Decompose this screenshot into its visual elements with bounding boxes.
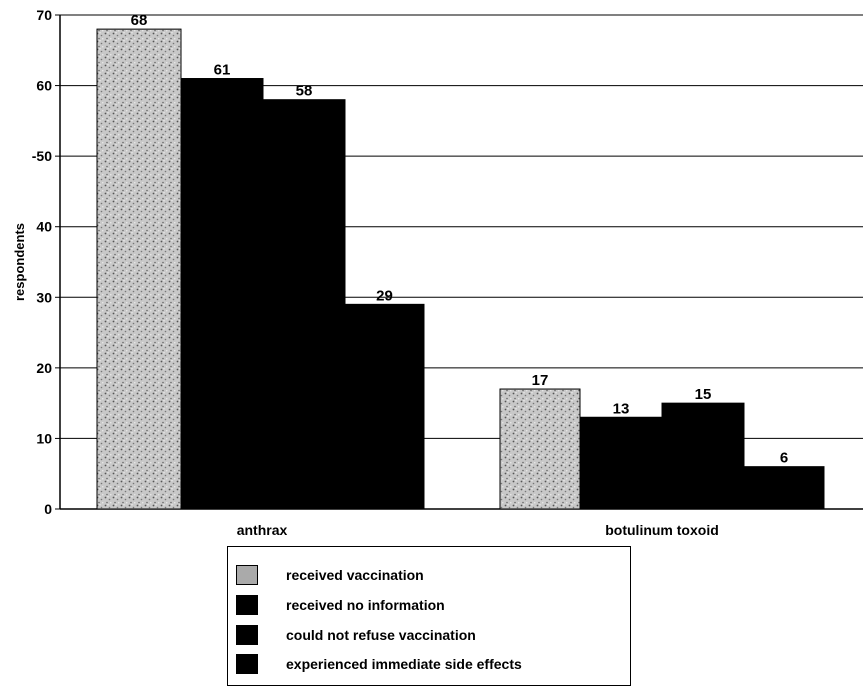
data-label-anthrax-received-no-information: 61	[214, 62, 231, 79]
bar-anthrax-received-vaccination	[96, 28, 182, 510]
legend-swatch-received-no-information	[236, 595, 258, 615]
x-tick-label-botulinum-toxoid: botulinum toxoid	[605, 522, 719, 538]
data-label-botulinum-toxoid-could-not-refuse-vaccination: 15	[695, 386, 712, 403]
data-label-anthrax-could-not-refuse-vaccination: 58	[296, 83, 313, 100]
y-tick-label-10: 10	[36, 430, 52, 446]
bar-botulinum-toxoid-received-vaccination	[499, 388, 581, 510]
y-tick-label-30: 30	[36, 289, 52, 305]
y-tick-label-0: 0	[44, 501, 52, 517]
legend-item-received-vaccination: received vaccination	[236, 563, 424, 587]
bar-anthrax-received-no-information	[180, 78, 264, 510]
y-tick-label-70: 70	[36, 7, 52, 23]
legend-label-could-not-refuse-vaccination: could not refuse vaccination	[286, 627, 476, 643]
data-label-botulinum-toxoid-experienced-immediate-side-effects: 6	[780, 450, 788, 467]
bar-botulinum-toxoid-could-not-refuse-vaccination	[661, 402, 745, 510]
data-label-botulinum-toxoid-received-no-information: 13	[613, 400, 630, 417]
bar-anthrax-experienced-immediate-side-effects	[344, 303, 425, 510]
bar-botulinum-toxoid-experienced-immediate-side-effects	[743, 466, 825, 510]
legend-swatch-received-vaccination	[236, 565, 258, 585]
legend-label-experienced-immediate-side-effects: experienced immediate side effects	[286, 656, 522, 672]
data-label-anthrax-experienced-immediate-side-effects: 29	[376, 287, 393, 304]
bar-botulinum-toxoid-received-no-information	[579, 416, 663, 510]
data-label-anthrax-received-vaccination: 68	[131, 12, 148, 29]
legend-swatch-could-not-refuse-vaccination	[236, 625, 258, 645]
y-axis-title: respondents	[12, 223, 27, 301]
data-label-botulinum-toxoid-received-vaccination: 17	[532, 372, 549, 389]
bar-chart: 0 10 20 30 40 -50 60 70 68 61 58 29 anthrax 17 13 15 6 b…	[12, 7, 863, 538]
legend-label-received-no-information: received no information	[286, 597, 445, 613]
legend-item-experienced-immediate-side-effects: experienced immediate side effects	[236, 652, 522, 676]
y-tick-label-60: 60	[36, 78, 52, 94]
y-tick-label-40: 40	[36, 219, 52, 235]
x-tick-label-anthrax: anthrax	[237, 522, 288, 538]
legend-label-received-vaccination: received vaccination	[286, 567, 424, 583]
legend-item-received-no-information: received no information	[236, 593, 445, 617]
y-tick-label-50: -50	[32, 148, 52, 164]
y-tick-label-20: 20	[36, 360, 52, 376]
legend-item-could-not-refuse-vaccination: could not refuse vaccination	[236, 623, 476, 647]
legend: received vaccination received no informa…	[227, 546, 631, 686]
bar-anthrax-could-not-refuse-vaccination	[262, 99, 346, 510]
legend-swatch-experienced-immediate-side-effects	[236, 654, 258, 674]
